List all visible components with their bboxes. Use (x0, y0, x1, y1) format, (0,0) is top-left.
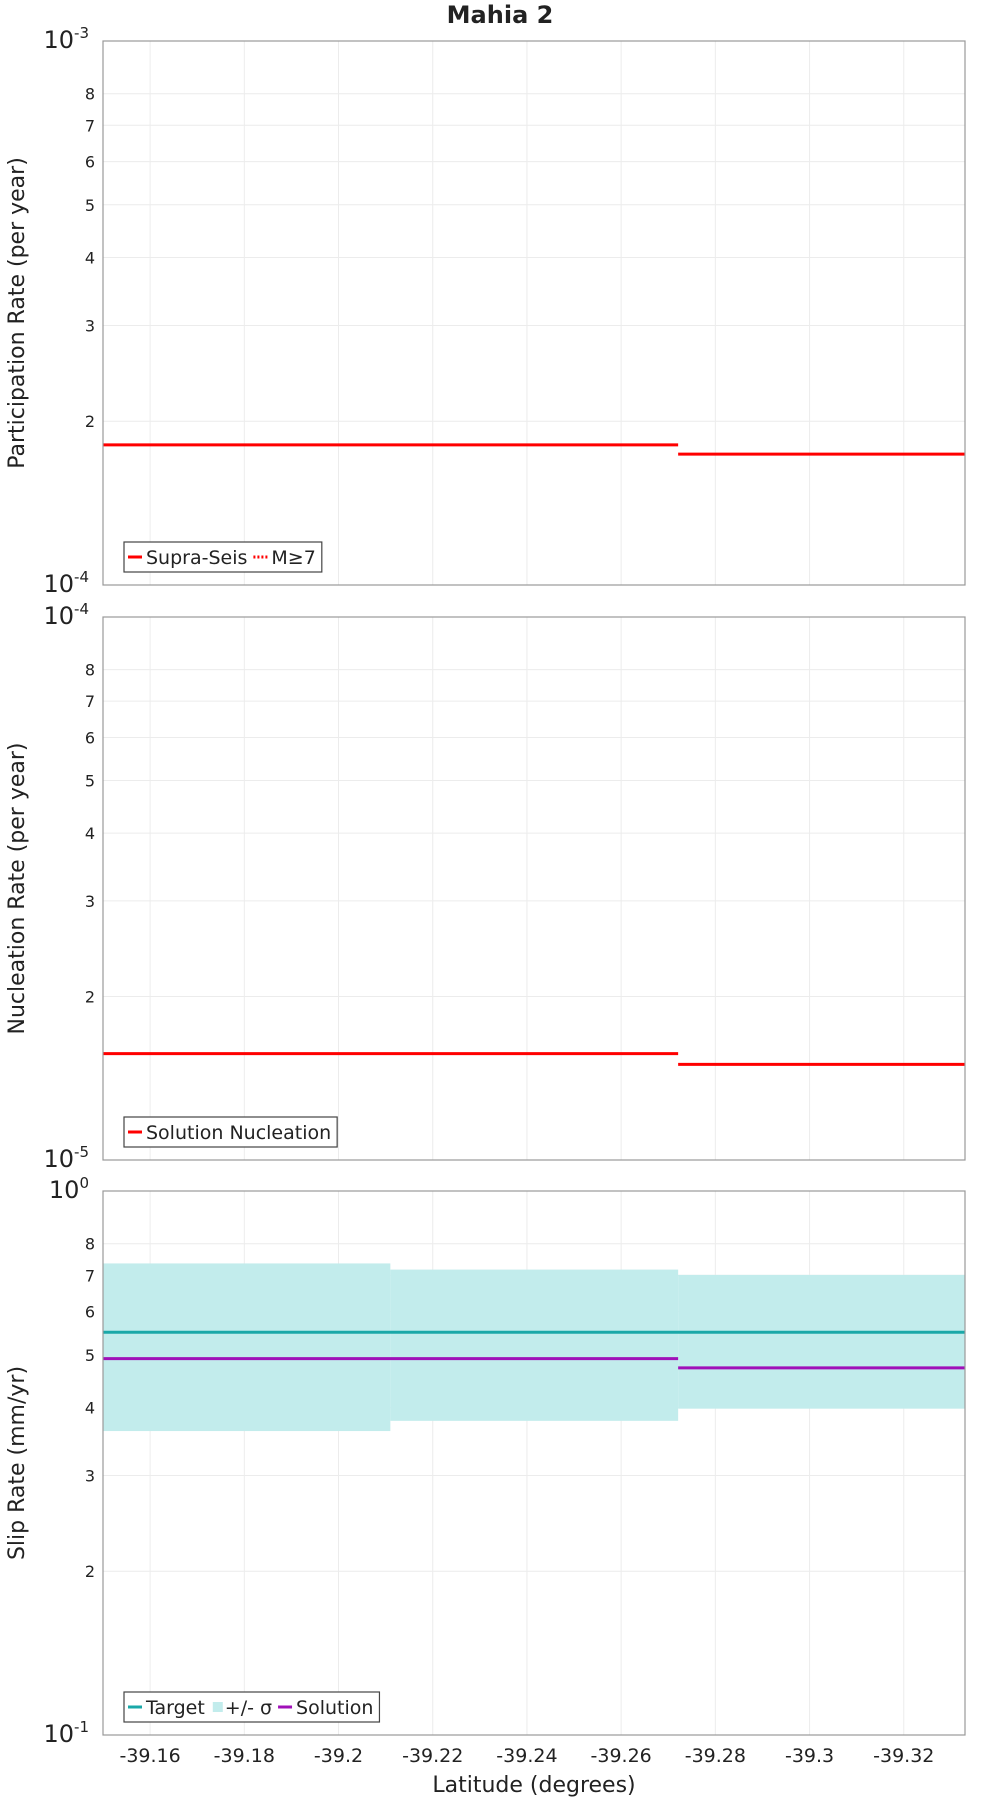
y-tick-label: 6 (85, 153, 95, 172)
x-tick-label: -39.32 (873, 1745, 934, 1767)
sigma-band (390, 1269, 679, 1421)
y-tick-label: 5 (85, 196, 95, 215)
y-tick-label: 5 (85, 771, 95, 790)
x-tick-label: -39.28 (685, 1745, 746, 1767)
sigma-band (678, 1274, 965, 1409)
x-tick-label: -39.16 (119, 1745, 180, 1767)
y-tick-label: 7 (85, 692, 95, 711)
y-tick-label: 3 (85, 316, 95, 335)
plot-area (103, 41, 965, 585)
x-tick-label: -39.18 (214, 1745, 275, 1767)
x-tick-label: -39.2 (314, 1745, 363, 1767)
panel-nucleation: 2 3 4 5 6 7 8 10-5 10-4 Nucleation Rate (per year… (5, 600, 966, 1173)
y-major-tick-label: 10-5 (43, 1143, 89, 1173)
sigma-band (103, 1263, 391, 1432)
y-tick-label: 2 (85, 988, 95, 1007)
legend: Target +/- σ Solution (123, 1691, 381, 1723)
panels-layer: 2 3 4 5 6 7 8 10-4 10-3 Participation Rate (per y… (5, 24, 966, 1767)
y-tick-label: 2 (85, 1562, 95, 1581)
y-tick-label: 3 (85, 892, 95, 911)
y-axis-label: Slip Rate (mm/yr) (5, 1366, 30, 1560)
legend-label: Target (145, 1697, 205, 1719)
y-tick-label: 2 (85, 412, 95, 431)
plot-frame (102, 40, 966, 586)
legend-label: M≥7 (271, 547, 315, 569)
y-tick-label: 4 (85, 1398, 95, 1417)
y-tick-label: 5 (85, 1346, 95, 1365)
legend-label: Solution Nucleation (146, 1122, 331, 1144)
y-tick-label: 6 (85, 1303, 95, 1322)
x-tick-label: -39.22 (402, 1745, 463, 1767)
y-tick-label: 8 (85, 1235, 95, 1254)
y-axis-label: Nucleation Rate (per year) (5, 743, 30, 1035)
y-tick-label: 6 (85, 728, 95, 747)
panel-participation: 2 3 4 5 6 7 8 10-4 10-3 Participation Rate (per y… (5, 24, 966, 598)
panel-slip: 2 3 4 5 6 7 8 10-1 100 Slip Rate (mm/yr) Target +/-… (5, 1174, 966, 1748)
legend-label: Supra-Seis (146, 547, 247, 569)
chart-title: Mahia 2 (447, 1, 554, 29)
x-tick-label: -39.26 (591, 1745, 652, 1767)
legend-box (123, 1116, 338, 1148)
legend-label: Solution (296, 1697, 373, 1719)
x-tick-label: -39.24 (496, 1745, 557, 1767)
legend-box (123, 1691, 381, 1723)
y-major-tick-label: 10-4 (43, 568, 89, 598)
plot-frame (102, 1190, 966, 1736)
legend: Solution Nucleation (123, 1116, 338, 1148)
x-tick-label: -39.3 (785, 1745, 834, 1767)
y-major-tick-label: 100 (49, 1174, 89, 1204)
legend-swatch (212, 1702, 223, 1712)
y-major-tick-label: 10-1 (43, 1718, 89, 1748)
y-tick-label: 8 (85, 85, 95, 104)
y-axis-label: Participation Rate (per year) (5, 157, 30, 469)
y-tick-label: 7 (85, 1266, 95, 1285)
plot-area (103, 617, 965, 1160)
legend-box (123, 541, 323, 573)
y-tick-label: 7 (85, 116, 95, 135)
plot-frame (102, 616, 966, 1161)
y-tick-label: 8 (85, 661, 95, 680)
legend-label: +/- σ (225, 1697, 272, 1719)
y-tick-label: 3 (85, 1466, 95, 1485)
y-major-tick-label: 10-3 (43, 24, 89, 54)
legend: Supra-Seis M≥7 (123, 541, 323, 573)
y-tick-label: 4 (85, 824, 95, 843)
x-axis-label: Latitude (degrees) (432, 1773, 635, 1798)
y-major-tick-label: 10-4 (43, 600, 89, 630)
y-tick-label: 4 (85, 248, 95, 267)
